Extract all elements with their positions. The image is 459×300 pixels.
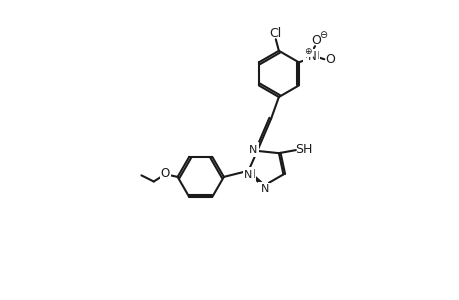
- Text: N: N: [246, 168, 255, 181]
- Text: N: N: [260, 184, 268, 194]
- Text: N: N: [248, 145, 256, 155]
- Text: ⊕N: ⊕N: [303, 51, 319, 61]
- Text: N: N: [244, 169, 252, 180]
- Text: ⊖: ⊖: [318, 30, 326, 40]
- Text: Cl: Cl: [269, 27, 281, 40]
- Text: SH: SH: [294, 143, 312, 156]
- Text: N: N: [308, 50, 316, 63]
- Text: N: N: [258, 183, 267, 196]
- Text: O: O: [310, 34, 320, 46]
- Text: ⊕: ⊕: [304, 47, 311, 56]
- Text: O: O: [325, 53, 335, 66]
- Text: O: O: [160, 167, 169, 180]
- Text: N: N: [248, 143, 257, 156]
